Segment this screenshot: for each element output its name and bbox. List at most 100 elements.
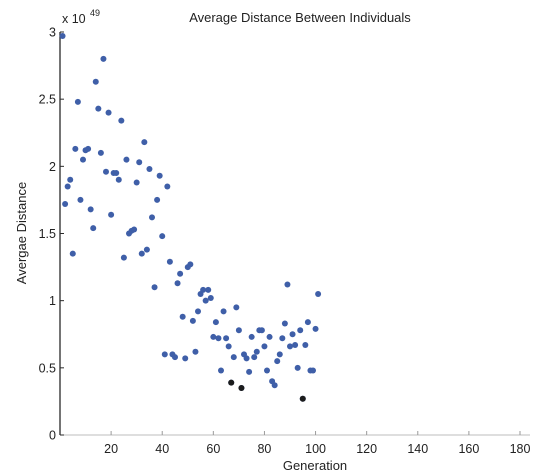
data-point bbox=[149, 214, 155, 221]
data-point bbox=[72, 145, 79, 152]
data-point bbox=[172, 354, 178, 361]
y-tick-label: 1 bbox=[49, 294, 56, 308]
data-point bbox=[143, 246, 150, 253]
y-axis-label: Avergae Distance bbox=[14, 182, 29, 284]
data-point bbox=[253, 348, 260, 355]
highlight-data-point bbox=[299, 395, 306, 402]
data-point bbox=[276, 351, 283, 358]
data-point bbox=[251, 354, 258, 361]
data-point bbox=[225, 343, 232, 350]
data-point bbox=[108, 211, 115, 218]
data-point bbox=[304, 319, 311, 326]
highlight-data-point bbox=[238, 384, 245, 391]
data-point bbox=[287, 343, 293, 350]
data-point bbox=[90, 225, 97, 232]
data-point bbox=[59, 33, 66, 40]
x-tick-label: 180 bbox=[510, 442, 531, 456]
data-point bbox=[62, 200, 69, 207]
data-point bbox=[77, 196, 84, 203]
x-axis-label: Generation bbox=[283, 458, 347, 473]
y-axis-ticks: 0 0.5 1 1.5 2 2.5 3 bbox=[39, 26, 64, 443]
data-point bbox=[95, 105, 102, 112]
data-point bbox=[159, 233, 166, 240]
data-point bbox=[261, 343, 268, 350]
data-point bbox=[289, 331, 296, 338]
data-point bbox=[69, 250, 76, 257]
data-point bbox=[80, 156, 86, 163]
data-point bbox=[312, 325, 319, 332]
data-point bbox=[271, 382, 278, 389]
y-tick-label: 3 bbox=[49, 26, 56, 40]
data-point bbox=[264, 367, 270, 374]
data-point bbox=[223, 335, 230, 342]
data-point bbox=[174, 280, 181, 287]
data-point bbox=[235, 327, 242, 334]
data-point bbox=[120, 254, 127, 261]
data-point bbox=[105, 109, 112, 116]
data-point bbox=[302, 341, 309, 348]
y-exponent-base: x 10 bbox=[62, 12, 86, 26]
data-point bbox=[202, 297, 209, 304]
data-point bbox=[205, 286, 212, 293]
data-point bbox=[133, 179, 140, 186]
data-point bbox=[292, 341, 299, 348]
data-point bbox=[192, 348, 199, 355]
data-point bbox=[315, 290, 322, 297]
data-point bbox=[266, 333, 273, 340]
y-exponent-label: x 10 49 bbox=[62, 8, 100, 26]
data-point bbox=[113, 170, 120, 177]
data-point bbox=[151, 284, 158, 291]
y-tick-label: 1.5 bbox=[39, 227, 56, 241]
data-point bbox=[215, 335, 222, 342]
y-tick-label: 2.5 bbox=[39, 93, 56, 107]
data-point bbox=[233, 304, 240, 311]
x-axis-ticks: 20 40 60 80 100 120 140 160 180 bbox=[104, 431, 530, 456]
data-point bbox=[87, 206, 94, 213]
x-tick-label: 160 bbox=[458, 442, 479, 456]
data-point bbox=[146, 166, 153, 173]
data-point bbox=[200, 286, 207, 293]
data-point bbox=[115, 176, 122, 183]
data-point bbox=[67, 176, 74, 183]
data-point bbox=[136, 159, 143, 166]
y-tick-label: 0 bbox=[49, 429, 56, 443]
data-point bbox=[123, 156, 130, 163]
data-point bbox=[294, 364, 301, 371]
data-point bbox=[187, 261, 194, 268]
data-point bbox=[297, 327, 304, 334]
data-point bbox=[154, 196, 161, 203]
data-point bbox=[156, 172, 163, 179]
data-point bbox=[179, 313, 186, 320]
data-point bbox=[243, 355, 250, 362]
data-point bbox=[279, 335, 286, 342]
data-point bbox=[210, 333, 217, 340]
data-point bbox=[246, 368, 253, 375]
x-tick-label: 100 bbox=[305, 442, 326, 456]
data-point bbox=[103, 168, 109, 175]
y-tick-label: 2 bbox=[49, 160, 56, 174]
data-point bbox=[131, 226, 138, 233]
data-points bbox=[59, 33, 322, 402]
data-point bbox=[248, 333, 255, 340]
x-tick-label: 40 bbox=[155, 442, 169, 456]
x-tick-label: 140 bbox=[407, 442, 428, 456]
data-point bbox=[281, 320, 288, 327]
x-tick-label: 80 bbox=[257, 442, 271, 456]
data-point bbox=[138, 250, 145, 257]
data-point bbox=[166, 258, 173, 265]
data-point bbox=[310, 367, 316, 374]
data-point bbox=[100, 55, 107, 62]
highlight-data-point bbox=[228, 379, 235, 386]
data-point bbox=[258, 327, 265, 334]
data-point bbox=[92, 78, 99, 85]
data-point bbox=[182, 355, 189, 362]
data-point bbox=[164, 183, 171, 190]
data-point bbox=[74, 98, 81, 105]
chart-title: Average Distance Between Individuals bbox=[189, 10, 411, 25]
x-tick-label: 20 bbox=[104, 442, 118, 456]
data-point bbox=[195, 308, 201, 315]
data-point bbox=[284, 281, 291, 288]
data-point bbox=[189, 317, 196, 324]
